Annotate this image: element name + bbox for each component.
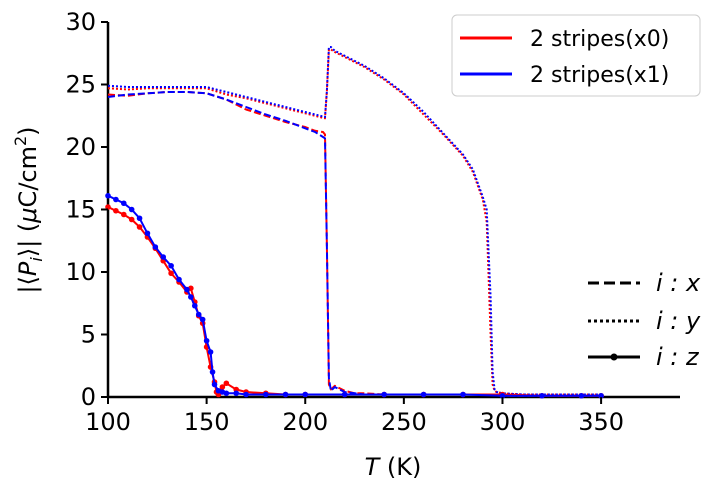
y-tick-label: 20 bbox=[65, 133, 96, 161]
y-tick-label: 25 bbox=[65, 71, 96, 99]
x-tick-label: 100 bbox=[85, 408, 131, 436]
y-tick-label: 10 bbox=[65, 258, 96, 286]
series-point-5 bbox=[113, 196, 119, 203]
series-line-0 bbox=[107, 91, 602, 397]
x-tick-label: 200 bbox=[282, 408, 328, 436]
style-legend: i : x i : y i : z bbox=[588, 269, 701, 371]
series-point-5 bbox=[420, 391, 427, 398]
legend-marker bbox=[610, 353, 618, 361]
series-point-4 bbox=[120, 211, 127, 218]
legend-label-x: i : x bbox=[656, 269, 701, 297]
series-point-5 bbox=[209, 369, 216, 375]
legend-label-x0: 2 stripes(x0) bbox=[530, 27, 669, 52]
x-tick-label: 350 bbox=[578, 408, 624, 436]
series-point-5 bbox=[144, 230, 151, 237]
series-point-5 bbox=[578, 392, 585, 399]
series-point-5 bbox=[598, 392, 604, 399]
series-point-5 bbox=[223, 390, 230, 397]
series-point-5 bbox=[176, 276, 182, 283]
series-line-2 bbox=[107, 48, 602, 396]
series-point-5 bbox=[341, 391, 348, 398]
series-point-5 bbox=[302, 391, 309, 398]
y-tick-label: 0 bbox=[81, 383, 96, 411]
color-legend-frame bbox=[451, 14, 701, 97]
color-legend: 2 stripes(x0) 2 stripes(x1) bbox=[451, 14, 701, 97]
series-point-5 bbox=[152, 244, 159, 250]
series-point-4 bbox=[113, 207, 119, 214]
series-point-5 bbox=[184, 286, 190, 293]
series-point-4 bbox=[136, 224, 143, 230]
series-point-5 bbox=[262, 391, 269, 398]
legend-label-x1: 2 stripes(x1) bbox=[530, 63, 669, 88]
x-tick-label: 300 bbox=[480, 408, 526, 436]
series-point-5 bbox=[203, 337, 210, 344]
series-point-5 bbox=[188, 294, 194, 300]
series-point-4 bbox=[105, 204, 111, 210]
series-point-4 bbox=[128, 216, 135, 223]
x-tick-label: 250 bbox=[381, 408, 427, 436]
series-point-5 bbox=[160, 254, 167, 260]
x-axis-title: T (K) bbox=[365, 453, 422, 481]
series-point-5 bbox=[282, 391, 289, 398]
series-line-4 bbox=[107, 206, 602, 397]
y-tick-label: 5 bbox=[81, 321, 96, 349]
y-axis-title: |⟨Pi⟩| (μC/cm2) bbox=[11, 126, 46, 293]
series-point-5 bbox=[460, 391, 466, 398]
series-point-5 bbox=[168, 262, 174, 269]
y-tick-label: 30 bbox=[65, 8, 96, 36]
series-point-5 bbox=[381, 391, 387, 398]
series-point-5 bbox=[539, 392, 545, 399]
series-point-4 bbox=[219, 384, 226, 390]
series-point-5 bbox=[233, 390, 240, 397]
series-point-5 bbox=[136, 215, 143, 222]
x-tick-label: 150 bbox=[184, 408, 230, 436]
series-point-5 bbox=[499, 392, 506, 399]
ticks-layer: 100 150 200 250 300 350 0 5 10 15 20 25 30 bbox=[65, 8, 624, 436]
series-line-3 bbox=[107, 46, 602, 396]
series-point-4 bbox=[168, 270, 174, 277]
series-point-5 bbox=[195, 311, 202, 318]
y-tick-label: 15 bbox=[65, 196, 96, 224]
series-point-5 bbox=[128, 206, 135, 213]
legend-label-y: i : y bbox=[656, 307, 701, 335]
series-point-5 bbox=[207, 349, 214, 355]
series-point-5 bbox=[120, 200, 127, 207]
series-point-4 bbox=[223, 380, 230, 387]
series-point-5 bbox=[243, 391, 249, 398]
series-point-5 bbox=[199, 316, 206, 323]
series-point-5 bbox=[191, 302, 198, 309]
series-point-5 bbox=[211, 381, 218, 388]
series-point-5 bbox=[105, 192, 111, 199]
series-line-1 bbox=[107, 91, 602, 397]
series-layer bbox=[105, 46, 604, 399]
series-line-5 bbox=[107, 194, 602, 397]
legend-label-z: i : z bbox=[656, 343, 700, 371]
